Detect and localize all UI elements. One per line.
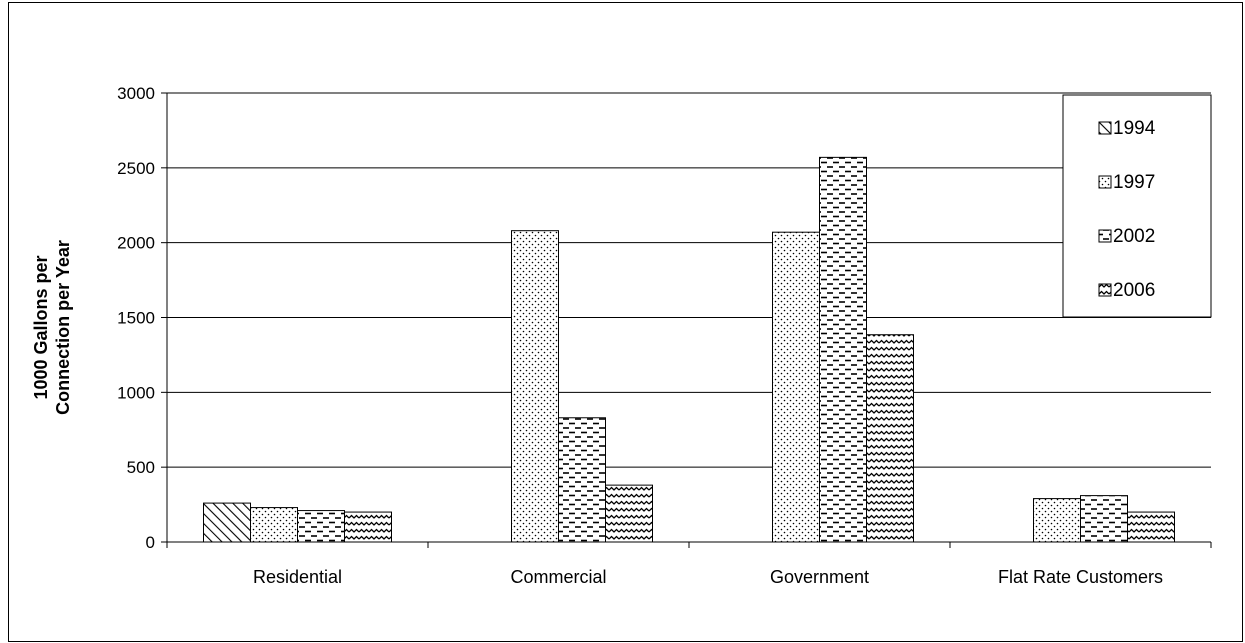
y-tick-label: 2000 [117, 234, 155, 253]
x-category-label: Government [770, 567, 869, 587]
bars [203, 156, 1175, 543]
bar-2002-flat-rate-customers [1080, 495, 1128, 543]
bar-2006-commercial [605, 484, 653, 543]
y-tick-label: 3000 [117, 84, 155, 103]
bar-1997-government [772, 231, 820, 543]
bar-2006-flat-rate-customers [1127, 511, 1175, 543]
x-category-label: Commercial [510, 567, 606, 587]
legend-label-1997: 1997 [1113, 172, 1155, 193]
legend: 1994 1997 2002 2006 [1062, 94, 1212, 318]
x-tick-labels: Residential Commercial Government Flat Rate… [253, 567, 1163, 587]
y-axis-title-text: 1000 Gallons per Connection per Year [31, 240, 73, 415]
bar-2002-residential [297, 510, 345, 543]
gridlines [167, 92, 1211, 468]
legend-swatch-2002 [1098, 229, 1112, 243]
y-tick-label: 1500 [117, 309, 155, 328]
y-axis-title-line: 1000 Gallons per [31, 255, 51, 399]
legend-label-2006: 2006 [1113, 280, 1155, 301]
legend-swatch-1994 [1098, 121, 1112, 135]
y-tick-label: 500 [127, 458, 155, 477]
bar-chart: 0 500 1000 1500 2000 2500 3000 Residential Comm… [31, 84, 1212, 587]
bar-2006-government [866, 334, 914, 543]
y-tick-label: 2500 [117, 159, 155, 178]
bar-2006-residential [344, 511, 392, 543]
legend-label-1994: 1994 [1113, 118, 1156, 139]
bar-1997-residential [250, 507, 298, 543]
y-tick-label: 0 [146, 533, 155, 552]
legend-label-2002: 2002 [1113, 226, 1155, 247]
bar-1997-flat-rate-customers [1033, 498, 1081, 543]
y-axis-title: 1000 Gallons per Connection per Year [31, 240, 73, 415]
bar-1997-commercial [511, 230, 559, 543]
axes [161, 92, 1212, 548]
y-axis-title-line: Connection per Year [53, 240, 73, 415]
legend-swatch-1997 [1098, 175, 1112, 189]
x-category-label: Residential [253, 567, 342, 587]
x-category-label: Flat Rate Customers [998, 567, 1163, 587]
legend-swatch-2006 [1098, 283, 1112, 297]
bar-2002-government [819, 156, 867, 543]
legend-box [1062, 94, 1212, 318]
y-tick-label: 1000 [117, 383, 155, 402]
bar-2002-commercial [558, 417, 606, 543]
chart-frame: 0 500 1000 1500 2000 2500 3000 Residential Comm… [8, 2, 1243, 642]
y-tick-labels: 0 500 1000 1500 2000 2500 3000 [117, 84, 155, 552]
bar-1994-residential [203, 502, 251, 543]
